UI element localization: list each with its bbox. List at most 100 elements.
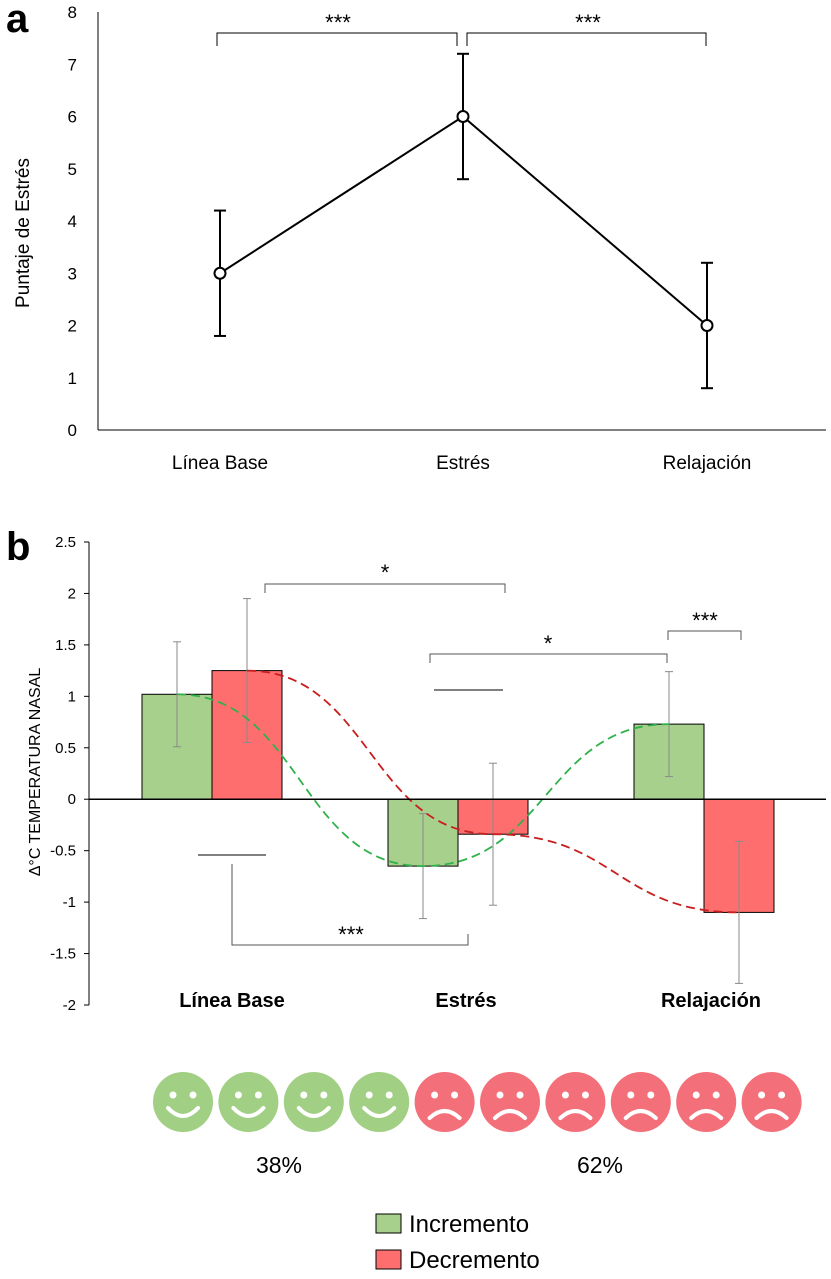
panel-a-significance-bracket — [216, 32, 458, 46]
face-eye-right — [581, 1091, 589, 1099]
panel-a-y-tick-label: 3 — [68, 264, 77, 283]
face-circle — [349, 1072, 410, 1132]
panel-a-x-tick-label: Línea Base — [172, 453, 268, 474]
face-eye-right — [516, 1091, 524, 1099]
face-eye-right — [712, 1091, 720, 1099]
panel-b-x-tick-label: Línea Base — [179, 990, 285, 1012]
panel-b-trend-incremento — [176, 693, 670, 868]
panel-b-y-tick-label: 0 — [68, 791, 76, 808]
panel-b-significance-bracket — [667, 630, 742, 640]
face-circle — [218, 1072, 279, 1132]
sad-face-icon — [676, 1072, 737, 1132]
sad-face-icon — [480, 1072, 540, 1132]
panel-b-y-tick-label: -1.5 — [50, 946, 76, 963]
panel-b-significance-label: *** — [338, 922, 364, 947]
face-eye-right — [320, 1091, 328, 1099]
panel-a-x-tick-label: Relajación — [663, 453, 752, 474]
face-eye-right — [385, 1091, 393, 1099]
panel-a-data-point — [700, 319, 714, 332]
face-eye-right — [254, 1091, 262, 1099]
face-eye-right — [647, 1091, 655, 1099]
face-mouth — [623, 1109, 658, 1120]
face-eye-left — [561, 1091, 569, 1099]
face-eye-left — [300, 1091, 308, 1099]
face-circle — [414, 1072, 475, 1132]
panel-letter-b: b — [6, 525, 30, 569]
panel-a-y-tick-label: 6 — [68, 108, 77, 127]
face-eye-right — [778, 1091, 786, 1099]
panel-b-significance-label: * — [381, 560, 390, 585]
panel-b-y-tick-label: 1.5 — [55, 637, 76, 654]
happy-percentage: 38% — [256, 1152, 302, 1178]
panel-a-marks — [213, 52, 714, 390]
happy-face-icon — [349, 1072, 410, 1132]
face-mouth — [231, 1106, 266, 1118]
legend-swatch-incremento — [375, 1213, 402, 1234]
panel-b-x-tick-label: Estrés — [435, 990, 496, 1012]
face-circle — [283, 1072, 344, 1132]
panel-a-significance-bracket — [466, 32, 707, 46]
panel-b-significance-bracket — [429, 653, 668, 663]
legend-swatch-decremento — [375, 1249, 402, 1270]
legend-label-incremento: Incremento — [409, 1211, 529, 1238]
panel-b-y-tick-label: 0.5 — [55, 740, 76, 757]
face-mouth — [166, 1106, 200, 1118]
panel-a-significance-label: *** — [325, 10, 351, 35]
panel-b-x-labels: Línea Base Estrés Relajación — [179, 990, 761, 1012]
panel-a-data-point — [456, 110, 470, 123]
panel-b-y-tick-label: 1 — [68, 688, 76, 705]
panel-a-y-tick-label: 8 — [68, 3, 77, 22]
panel-b-y-tick-label: -1 — [63, 894, 76, 911]
panel-a-y-ticks: 0 1 2 3 4 5 6 7 8 — [68, 3, 77, 440]
panel-b-y-axis-label: Δ°C TEMPERATURA NASAL — [27, 668, 44, 877]
sad-face-icon — [610, 1072, 671, 1132]
face-eye-left — [627, 1091, 635, 1099]
face-eye-left — [496, 1091, 504, 1099]
legend-label-decremento: Decremento — [409, 1247, 540, 1274]
face-mouth — [362, 1106, 397, 1118]
sad-face-icon — [741, 1072, 802, 1132]
panel-a-y-tick-label: 7 — [68, 55, 77, 74]
panel-a-y-tick-label: 1 — [68, 369, 77, 388]
face-circle — [153, 1072, 213, 1132]
panel-a-y-tick-label: 2 — [68, 317, 77, 336]
face-circle — [610, 1072, 671, 1132]
panel-a-chart: Puntaje de Estrés 0 1 2 3 4 5 6 7 8 Línea Base Es… — [13, 3, 826, 474]
faces-row — [153, 1072, 802, 1132]
panel-a-y-tick-label: 0 — [68, 421, 77, 440]
face-eye-left — [431, 1091, 439, 1099]
panel-b-y-tick-label: 2.5 — [55, 534, 76, 551]
panel-a-x-labels: Línea Base Estrés Relajación — [172, 453, 751, 474]
face-circle — [676, 1072, 737, 1132]
panel-b-y-ticks: -2 -1.5 -1 -0.5 0 0.5 1 1.5 2 2.5 — [50, 534, 89, 1014]
panel-a-y-axis-label: Puntaje de Estrés — [13, 158, 34, 308]
face-mouth — [689, 1109, 724, 1120]
panel-b-significance-label: *** — [692, 608, 718, 633]
face-mouth — [754, 1109, 789, 1120]
happy-face-icon — [218, 1072, 279, 1132]
sad-face-icon — [414, 1072, 475, 1132]
panel-b-x-tick-label: Relajación — [661, 990, 761, 1012]
face-eye-left — [692, 1091, 700, 1099]
panel-a-x-tick-label: Estrés — [436, 453, 490, 474]
face-circle — [480, 1072, 540, 1132]
face-circle — [545, 1072, 606, 1132]
face-eye-left — [169, 1091, 177, 1099]
panel-b-significance-bracket — [264, 583, 506, 593]
panel-b-significance: ******** — [198, 560, 742, 947]
face-mouth — [296, 1106, 331, 1118]
panel-b-significance-label: * — [544, 631, 553, 656]
panel-b-y-tick-label: -0.5 — [50, 843, 76, 860]
face-eye-right — [189, 1091, 197, 1099]
panel-b-y-tick-label: -2 — [63, 997, 76, 1014]
panel-a-data-point — [213, 266, 227, 280]
face-eye-left — [234, 1091, 242, 1099]
face-eye-left — [365, 1091, 373, 1099]
panel-a-y-tick-label: 4 — [68, 212, 77, 231]
panel-letter-a: a — [6, 0, 29, 41]
panel-a-significance: *** *** — [216, 10, 707, 46]
panel-b-chart: Δ°C TEMPERATURA NASAL -2 -1.5 -1 -0.5 0 0.5 1 1… — [27, 534, 826, 1014]
happy-face-icon — [153, 1072, 213, 1132]
panel-a-y-tick-label: 5 — [68, 160, 77, 179]
